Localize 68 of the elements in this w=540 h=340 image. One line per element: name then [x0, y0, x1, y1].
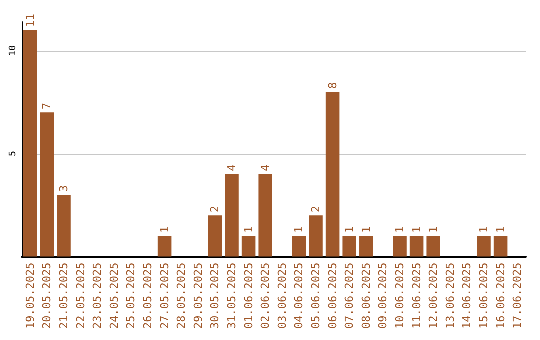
- y-tick-label: 10: [8, 45, 18, 56]
- data-label: 1: [394, 226, 406, 234]
- x-tick-label: 17.06.2025: [511, 262, 524, 330]
- data-label: 1: [410, 226, 424, 234]
- data-label: 1: [478, 226, 490, 234]
- bar: [494, 236, 508, 257]
- x-tick-label: 31.05.2025: [226, 262, 238, 330]
- x-tick-label: 30.05.2025: [208, 262, 222, 330]
- bar: [426, 236, 440, 257]
- bar: [393, 236, 407, 257]
- bar: [360, 236, 374, 257]
- y-tick-label: 5: [8, 151, 18, 157]
- x-tick-label: 23.05.2025: [91, 262, 104, 330]
- data-label: 4: [259, 164, 272, 172]
- bar: [342, 236, 356, 257]
- data-label: 1: [343, 226, 356, 234]
- x-tick-label: 29.05.2025: [192, 262, 205, 330]
- x-tick-label: 04.06.2025: [292, 262, 306, 330]
- x-tick-label: 09.06.2025: [376, 262, 390, 330]
- x-tick-label: 08.06.2025: [360, 262, 373, 330]
- data-label: 3: [58, 185, 70, 192]
- x-tick-label: 05.06.2025: [310, 262, 322, 330]
- x-tick-label: 26.05.2025: [142, 262, 154, 330]
- x-tick-label: 02.06.2025: [259, 262, 272, 330]
- x-tick-label: 01.06.2025: [242, 262, 256, 330]
- data-label: 1: [158, 226, 172, 234]
- data-label: 1: [292, 226, 306, 234]
- data-label: 1: [427, 226, 440, 234]
- x-tick-label: 13.06.2025: [444, 262, 457, 330]
- x-tick-label: 22.05.2025: [74, 262, 88, 330]
- data-label: 2: [208, 206, 222, 213]
- bar: [326, 92, 340, 257]
- x-tick-label: 24.05.2025: [108, 262, 121, 330]
- data-label: 1: [360, 226, 373, 234]
- bar: [292, 236, 306, 257]
- x-tick-label: 27.05.2025: [158, 262, 172, 330]
- bar: [410, 236, 424, 257]
- bar: [40, 112, 54, 257]
- x-tick-label: 15.06.2025: [478, 262, 490, 330]
- x-tick-label: 19.05.2025: [24, 262, 37, 330]
- x-tick-label: 28.05.2025: [175, 262, 188, 330]
- data-label: 7: [40, 102, 54, 110]
- data-label: 1: [494, 226, 508, 234]
- data-label: 8: [326, 82, 340, 90]
- data-label: 1: [242, 226, 256, 234]
- x-tick-label: 03.06.2025: [276, 262, 289, 330]
- data-label: 2: [310, 206, 322, 213]
- x-tick-label: 14.06.2025: [460, 262, 474, 330]
- x-tick-label: 20.05.2025: [40, 262, 54, 330]
- x-tick-label: 06.06.2025: [326, 262, 340, 330]
- data-label: 11: [24, 14, 37, 28]
- data-label: 4: [226, 164, 238, 172]
- x-tick-label: 07.06.2025: [343, 262, 356, 330]
- x-tick-label: 10.06.2025: [394, 262, 406, 330]
- bar: [477, 236, 491, 257]
- bar: [208, 216, 222, 257]
- x-tick-label: 12.06.2025: [427, 262, 440, 330]
- x-tick-label: 11.06.2025: [410, 262, 424, 330]
- bar: [24, 30, 38, 257]
- bar: [309, 216, 323, 257]
- bar: [225, 174, 239, 257]
- bar: [158, 236, 172, 257]
- x-tick-label: 25.05.2025: [124, 262, 138, 330]
- bar: [242, 236, 256, 257]
- bar: [258, 174, 272, 257]
- bar: [57, 194, 71, 257]
- x-tick-label: 16.06.2025: [494, 262, 508, 330]
- x-tick-label: 21.05.2025: [58, 262, 70, 330]
